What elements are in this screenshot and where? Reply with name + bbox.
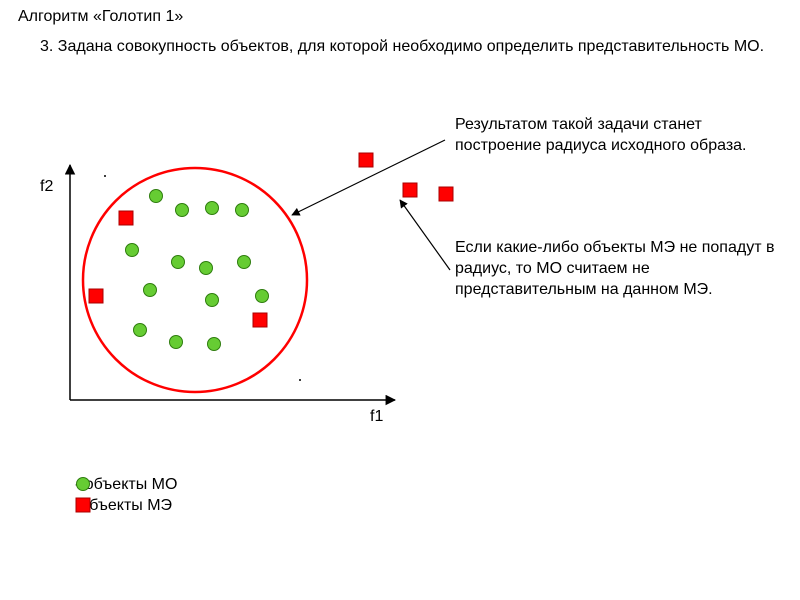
- legend-mo-icon: [75, 476, 91, 492]
- x-axis-label: f1: [370, 408, 383, 426]
- y-axis-label: f2: [40, 178, 53, 196]
- annotation-radius: Результатом такой задачи станет построен…: [455, 115, 775, 157]
- legend-me-icon: [75, 497, 91, 513]
- legend-me: -объекты МЭ: [75, 497, 172, 515]
- legend-mo: - объекты МО: [75, 476, 177, 494]
- annotation-nonrepresentative: Если какие-либо объекты МЭ не попадут в …: [455, 238, 785, 300]
